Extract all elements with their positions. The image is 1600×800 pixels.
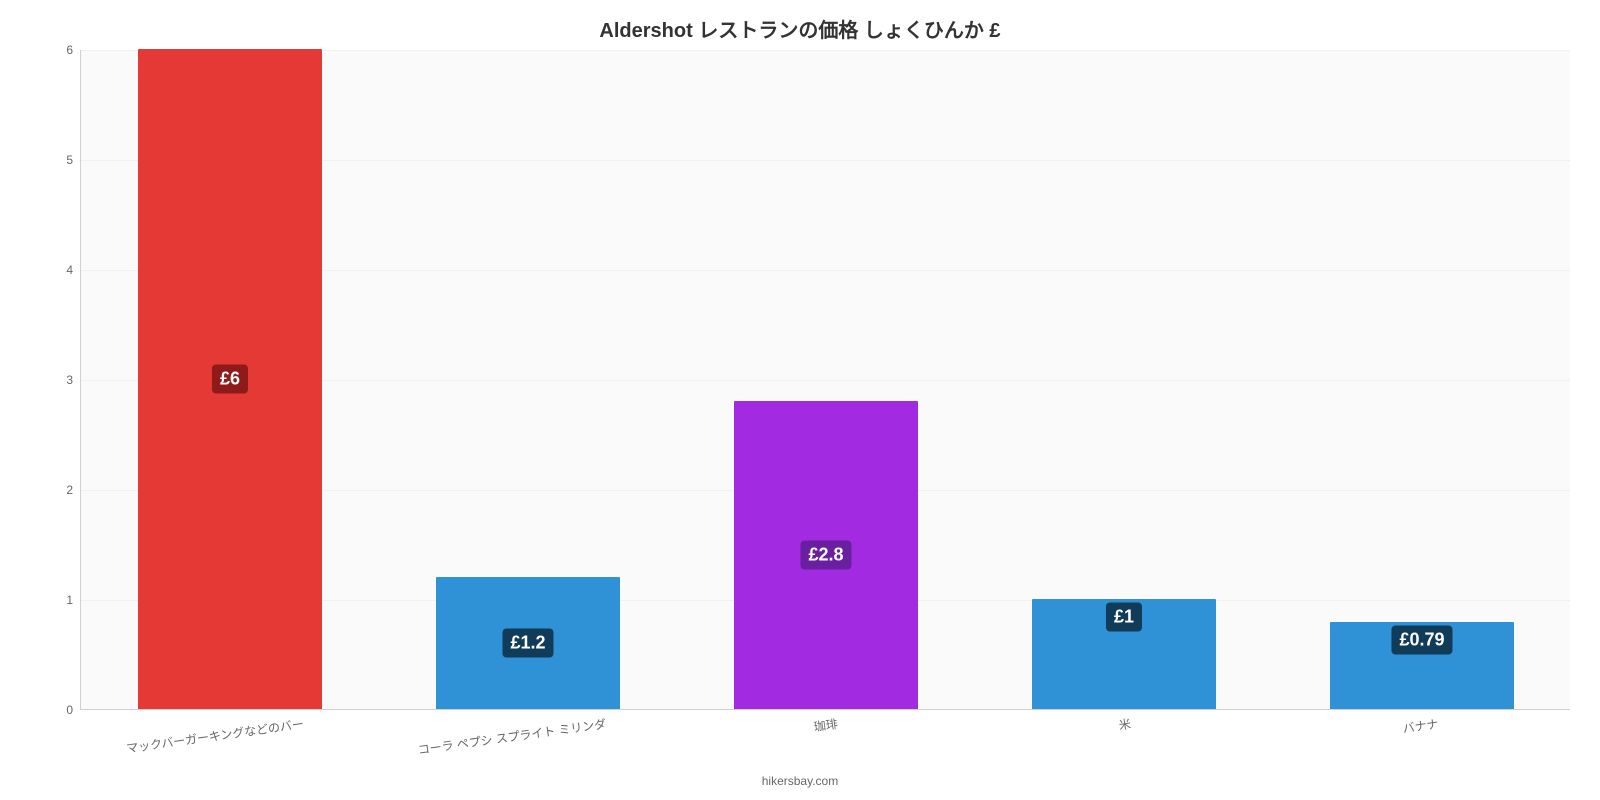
bar: £6 [138, 49, 323, 709]
bar-value-label: £6 [212, 365, 248, 394]
bar-slot: £1.2 [379, 49, 677, 709]
x-tick-label: バナナ [1401, 709, 1440, 737]
bar-value-label: £1 [1106, 603, 1142, 632]
x-tick-label: 珈琲 [812, 709, 839, 735]
y-tick-label: 5 [66, 153, 81, 167]
bar-value-label: £1.2 [502, 629, 553, 658]
x-tick-label: マックバーガーキングなどのバー [124, 709, 305, 757]
bar-slot: £6 [81, 49, 379, 709]
x-tick-label: 米 [1117, 709, 1132, 733]
chart-title: Aldershot レストランの価格 しょくひんか £ [0, 0, 1600, 43]
bar-value-label: £2.8 [800, 541, 851, 570]
y-tick-label: 0 [66, 703, 81, 717]
bar-slot: £2.8 [677, 49, 975, 709]
bar: £2.8 [734, 401, 919, 709]
y-tick-label: 4 [66, 263, 81, 277]
bar: £1 [1032, 599, 1217, 709]
bar-value-label: £0.79 [1391, 626, 1452, 655]
plot-background: 0123456£6マックバーガーキングなどのバー£1.2コーラ ペプシ スプライ… [80, 50, 1570, 710]
y-tick-label: 6 [66, 43, 81, 57]
bar-slot: £0.79 [1273, 49, 1571, 709]
x-tick-label: コーラ ペプシ スプライト ミリンダ [416, 709, 607, 758]
bar-chart: Aldershot レストランの価格 しょくひんか £ 0123456£6マック… [0, 0, 1600, 800]
bar: £0.79 [1330, 622, 1515, 709]
bar: £1.2 [436, 577, 621, 709]
chart-attribution: hikersbay.com [0, 774, 1600, 788]
plot-area: 0123456£6マックバーガーキングなどのバー£1.2コーラ ペプシ スプライ… [80, 50, 1570, 710]
y-tick-label: 2 [66, 483, 81, 497]
bar-slot: £1 [975, 49, 1273, 709]
y-tick-label: 3 [66, 373, 81, 387]
y-tick-label: 1 [66, 593, 81, 607]
